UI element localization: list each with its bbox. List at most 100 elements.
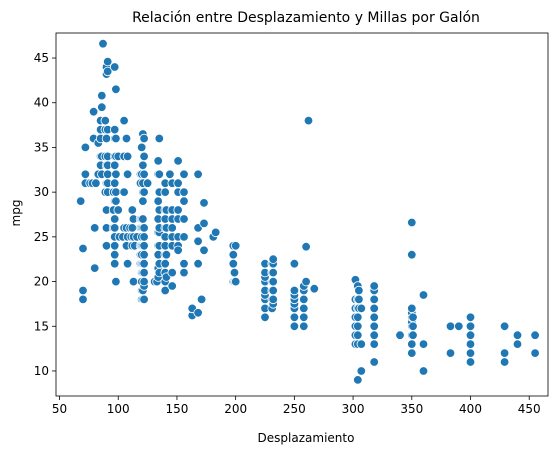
data-point — [407, 339, 417, 349]
data-point — [121, 133, 132, 144]
data-point — [119, 187, 129, 197]
data-point — [260, 312, 270, 323]
data-point — [301, 241, 311, 252]
data-point — [418, 366, 429, 376]
data-point — [139, 169, 149, 180]
data-point — [407, 303, 417, 314]
data-point — [109, 160, 120, 171]
data-point — [309, 284, 320, 294]
data-point — [109, 259, 120, 269]
y-tick-label: 20 — [34, 275, 49, 289]
data-point — [353, 330, 363, 340]
data-point — [369, 357, 379, 367]
x-tick-label: 50 — [52, 402, 67, 416]
x-tick-label: 400 — [459, 402, 482, 416]
data-point — [173, 178, 183, 188]
data-point — [80, 169, 91, 180]
data-point — [229, 267, 240, 278]
data-point — [530, 330, 540, 340]
data-point — [109, 178, 120, 188]
data-point — [139, 276, 149, 287]
data-point — [512, 339, 523, 349]
y-axis-label: mpg — [9, 200, 23, 227]
data-point — [139, 223, 149, 233]
data-point — [228, 249, 239, 260]
data-point — [167, 281, 177, 291]
y-tick-label: 10 — [34, 364, 49, 378]
data-point — [445, 321, 456, 332]
data-point — [299, 321, 309, 332]
data-point — [154, 133, 165, 144]
data-point — [530, 348, 540, 358]
data-point — [210, 227, 221, 238]
data-point — [119, 115, 129, 126]
data-point — [465, 357, 476, 367]
data-point — [199, 198, 209, 208]
data-point — [139, 267, 149, 278]
y-tick-label: 40 — [34, 96, 49, 110]
data-point — [109, 223, 120, 233]
data-point — [97, 102, 107, 112]
x-tick-label: 200 — [224, 402, 247, 416]
data-point — [179, 232, 189, 242]
data-point — [109, 62, 120, 72]
data-point — [179, 259, 189, 269]
data-point — [127, 205, 138, 215]
data-point — [465, 321, 476, 332]
data-point — [139, 249, 149, 260]
x-tick-label: 150 — [165, 402, 188, 416]
data-point — [113, 205, 123, 215]
data-point — [356, 303, 367, 314]
data-point — [299, 303, 309, 314]
data-point — [499, 321, 510, 332]
data-point — [111, 196, 121, 206]
data-point — [408, 312, 418, 323]
data-point — [193, 259, 203, 269]
data-point — [111, 169, 121, 180]
data-point — [268, 294, 278, 305]
data-point — [179, 169, 189, 180]
data-point — [407, 249, 417, 260]
data-point — [139, 232, 149, 242]
data-point — [407, 348, 417, 358]
data-point — [128, 276, 139, 287]
data-point — [193, 308, 203, 318]
data-point — [101, 133, 112, 144]
data-point — [153, 156, 163, 166]
data-point — [196, 294, 207, 305]
data-point — [499, 357, 510, 367]
data-point — [122, 259, 133, 269]
data-points — [75, 39, 540, 385]
data-point — [100, 115, 111, 126]
data-point — [101, 241, 112, 251]
x-axis-ticks: 50 100 150 200 250 300 350 400 450 — [52, 396, 541, 416]
data-point — [122, 151, 133, 162]
data-point — [179, 196, 189, 206]
data-point — [356, 366, 367, 376]
data-point — [230, 241, 241, 251]
data-point — [111, 133, 121, 144]
data-point — [193, 169, 203, 180]
data-point — [369, 330, 379, 340]
data-point — [289, 259, 300, 269]
y-tick-label: 25 — [34, 230, 49, 244]
data-point — [138, 196, 148, 206]
data-point — [228, 259, 239, 269]
data-point — [230, 276, 241, 287]
data-point — [142, 178, 153, 188]
data-point — [299, 312, 309, 323]
data-point — [139, 151, 149, 162]
data-point — [353, 312, 363, 323]
y-tick-label: 30 — [34, 185, 49, 199]
data-point — [465, 339, 476, 349]
data-point — [369, 339, 379, 349]
data-point — [408, 321, 418, 332]
data-point — [138, 160, 148, 171]
data-point — [161, 249, 172, 260]
data-point — [418, 290, 429, 300]
data-point — [89, 223, 100, 233]
data-point — [139, 259, 149, 269]
data-point — [138, 214, 148, 224]
data-point — [499, 348, 510, 358]
x-tick-label: 300 — [342, 402, 365, 416]
